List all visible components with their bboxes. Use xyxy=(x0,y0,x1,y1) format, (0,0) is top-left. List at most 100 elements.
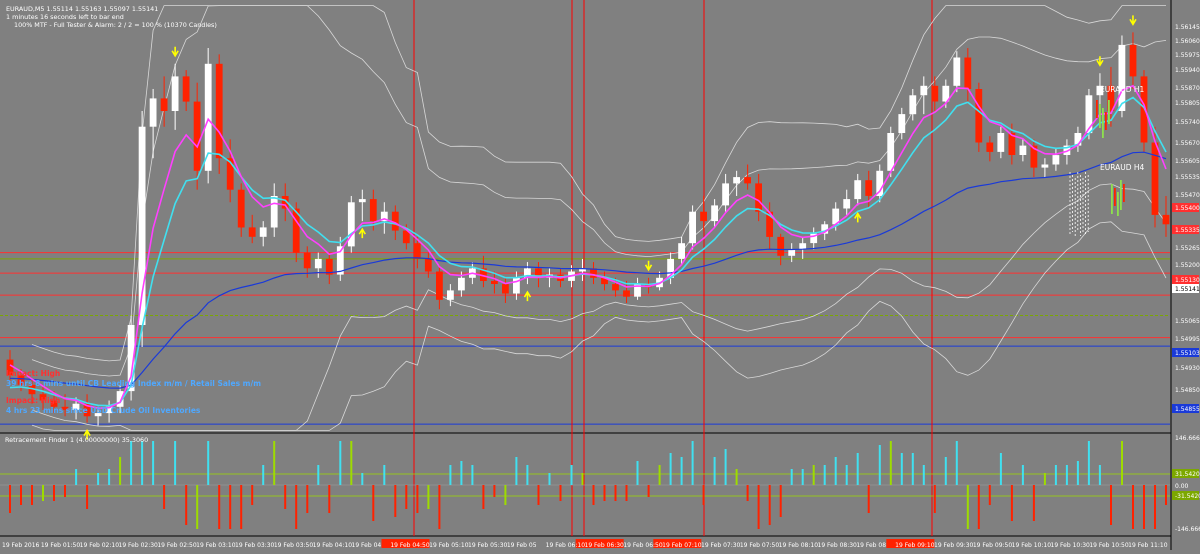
histogram-bar-neg xyxy=(218,485,221,529)
histogram-bar-pos xyxy=(383,465,386,485)
time-tick-label: 19 Feb 07:10 xyxy=(662,542,702,549)
histogram-bar-neg xyxy=(185,485,188,525)
histogram-bar-pos xyxy=(207,441,210,485)
indicator-tick-label: -31.5420 xyxy=(1175,493,1200,500)
histogram-bar-neg xyxy=(372,485,375,521)
candle-bear xyxy=(325,258,333,275)
time-tick-label: 19 Feb 05 xyxy=(507,542,537,549)
mtf-candle xyxy=(1111,184,1113,214)
price-label-bg xyxy=(1172,404,1199,413)
candle-bear xyxy=(28,384,36,395)
histogram-bar-neg xyxy=(779,485,782,517)
candle-bear xyxy=(182,76,190,102)
news-event-1: 39 hrs 8 mins until CB Leading Index m/m… xyxy=(6,379,261,388)
symbol-info: EURAUD,M5 1.55114 1.55163 1.55097 1.5514… xyxy=(6,5,158,13)
time-tick-label: 19 Feb 10:30 xyxy=(1051,542,1091,549)
price-tick-label: 1.55940 xyxy=(1175,67,1200,74)
news-impact-2: Impact: High xyxy=(6,396,60,405)
price-tick-label: 1.55141 xyxy=(1175,286,1200,293)
histogram-bar-neg xyxy=(438,485,441,529)
band-upper-outer xyxy=(31,5,1166,362)
candle-bull xyxy=(898,114,906,133)
price-tick-label: 1.55130 xyxy=(1175,277,1200,284)
candle-bear xyxy=(303,252,311,269)
histogram-bar-neg xyxy=(163,485,166,509)
histogram-bar-neg xyxy=(768,485,771,525)
time-tick-label: 19 Feb 02:30 xyxy=(119,542,159,549)
histogram-bar-neg xyxy=(284,485,287,509)
histogram-bar-neg xyxy=(394,485,397,517)
candle-bear xyxy=(226,158,234,190)
histogram-bar-neg xyxy=(86,485,89,509)
price-tick-label: 1.55740 xyxy=(1175,119,1200,126)
time-tick-label: 19 Feb 05:10 xyxy=(429,542,469,549)
histogram-bar-pos xyxy=(350,441,353,485)
candle-bear xyxy=(865,180,873,196)
histogram-bar-neg xyxy=(647,485,650,497)
candle-bear xyxy=(160,98,168,111)
candle-bull xyxy=(997,133,1005,152)
histogram-bar-pos xyxy=(878,445,881,485)
price-tick-label: 1.55103 xyxy=(1175,350,1200,357)
histogram-bar-neg xyxy=(559,485,562,501)
time-highlight xyxy=(886,539,935,548)
candle-bull xyxy=(358,199,366,203)
histogram-bar-pos xyxy=(944,457,947,485)
indicator-axis: 146.6667 31.5420 0.00 -31.5420 -146.6667 xyxy=(1172,435,1200,533)
candle-bull xyxy=(1074,133,1082,146)
time-tick-label: 19 Feb 07:50 xyxy=(740,542,780,549)
candle-bear xyxy=(83,403,91,417)
price-label-bg xyxy=(1172,203,1199,212)
mtf-candle xyxy=(1120,180,1122,210)
histogram-bar-pos xyxy=(680,457,683,485)
candle-bear xyxy=(292,208,300,253)
indicator-tick-label: 146.6667 xyxy=(1175,435,1200,442)
candle-bull xyxy=(1041,164,1049,168)
indicator-tick-label: 31.5420 xyxy=(1175,471,1200,478)
candle-bull xyxy=(832,208,840,225)
candle-bull xyxy=(105,406,113,414)
time-tick-label: 19 Feb 04:10 xyxy=(313,542,353,549)
candle-bear xyxy=(1030,145,1038,168)
candle-bear xyxy=(601,277,608,285)
candle-bull xyxy=(314,258,322,269)
histogram-bar-pos xyxy=(790,469,793,485)
histogram-bar-neg xyxy=(251,485,254,505)
price-tick-label: 1.54930 xyxy=(1175,365,1200,372)
time-tick-label: 19 Feb 06:10 xyxy=(546,542,586,549)
candle-bear xyxy=(1140,76,1148,143)
histogram-bar-pos xyxy=(691,441,694,485)
vertical-event-lines xyxy=(413,0,933,536)
candle-bull xyxy=(347,202,355,247)
time-highlight xyxy=(575,539,624,548)
candle-bear xyxy=(402,230,410,244)
candle-bull xyxy=(204,63,212,171)
price-tick-label: 1.55670 xyxy=(1175,140,1200,147)
histogram-bar-pos xyxy=(526,465,529,485)
histogram-bar-neg xyxy=(988,485,991,505)
time-tick-label: 19 Feb 05:30 xyxy=(468,542,508,549)
candle-bull xyxy=(1085,95,1093,134)
candle-bull xyxy=(689,211,696,244)
time-tick-label: 19 Feb 06:30 xyxy=(585,542,625,549)
indicator-histogram xyxy=(0,441,1170,529)
candle-bull xyxy=(72,403,80,410)
signal-arrows xyxy=(83,15,1137,440)
histogram-bar-pos xyxy=(845,465,848,485)
time-tick-label: 19 Feb 02:50 xyxy=(157,542,197,549)
buy-arrow xyxy=(523,290,532,302)
grid-layer xyxy=(0,0,1172,550)
time-tick-label: 19 Feb 08:10 xyxy=(779,542,819,549)
candle-bull xyxy=(447,290,454,300)
candle-bear xyxy=(623,290,630,297)
histogram-bar-neg xyxy=(504,485,507,505)
price-tick-label: 1.55265 xyxy=(1175,245,1200,252)
price-tick-label: 1.54855 xyxy=(1175,406,1200,413)
histogram-bar-pos xyxy=(735,469,738,485)
candle-bear xyxy=(424,258,432,272)
candle-bear xyxy=(248,227,256,237)
histogram-bar-pos xyxy=(119,457,122,485)
time-tick-label: 19 Feb 08 xyxy=(856,542,886,549)
